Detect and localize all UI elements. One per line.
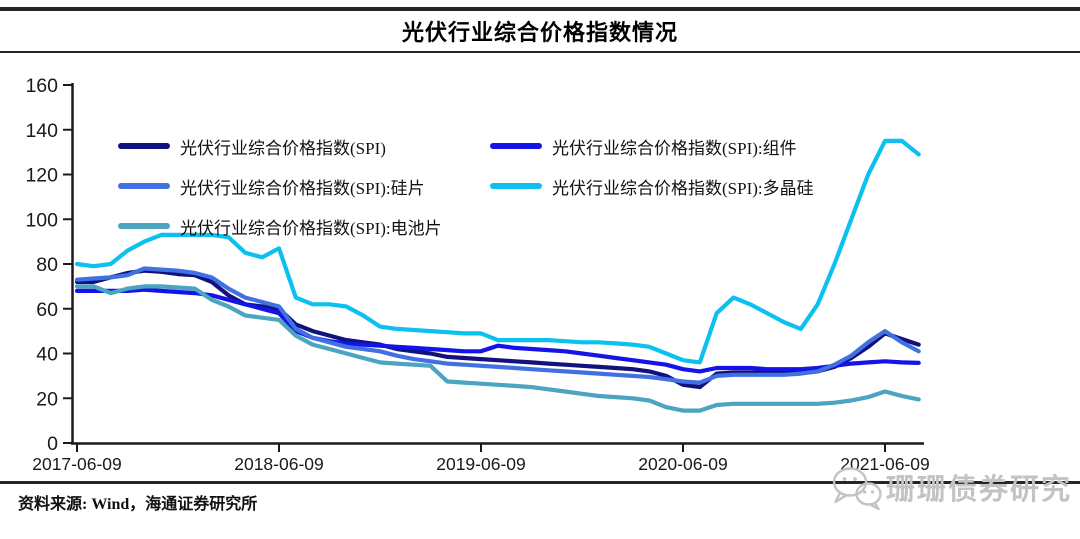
source-note: 资料来源: Wind，海通证券研究所 bbox=[18, 496, 258, 513]
y-axis-tick-label: 0 bbox=[47, 433, 58, 455]
watermark-text: 珊珊债券研究 bbox=[886, 474, 1073, 506]
legend-label: 光伏行业综合价格指数(SPI):电池片 bbox=[180, 218, 442, 238]
legend-label: 光伏行业综合价格指数(SPI):多晶硅 bbox=[552, 178, 814, 198]
legend-item-2: 光伏行业综合价格指数(SPI):硅片 bbox=[118, 176, 490, 198]
x-axis-tick-label: 2021-06-09 bbox=[840, 454, 930, 474]
y-axis-tick-label: 140 bbox=[25, 120, 58, 142]
series-line-0 bbox=[74, 268, 921, 390]
series-line-3 bbox=[74, 138, 921, 365]
line-chart: 0 20 40 60 80 100 120 140 160 2017-06-09 2018-06-0… bbox=[25, 75, 930, 474]
series-line-1 bbox=[74, 287, 921, 374]
legend-label: 光伏行业综合价格指数(SPI):硅片 bbox=[180, 178, 425, 198]
legend-swatch bbox=[490, 143, 542, 149]
legend-item-3: 光伏行业综合价格指数(SPI):多晶硅 bbox=[490, 176, 920, 198]
legend-item-0: 光伏行业综合价格指数(SPI) bbox=[118, 136, 490, 158]
y-axis-tick-label: 100 bbox=[25, 209, 58, 231]
legend-item-1: 光伏行业综合价格指数(SPI):组件 bbox=[490, 136, 920, 158]
chart-title: 光伏行业综合价格指数情况 bbox=[401, 20, 678, 45]
y-axis-tick-label: 20 bbox=[36, 388, 58, 410]
series-line-2 bbox=[74, 266, 921, 385]
legend-swatch bbox=[490, 183, 542, 189]
series-line-4 bbox=[74, 284, 921, 413]
title-underline bbox=[0, 51, 1080, 53]
x-axis-tick-label: 2017-06-09 bbox=[32, 454, 122, 474]
y-axis-tick-label: 120 bbox=[25, 165, 58, 187]
legend-swatch bbox=[118, 143, 170, 149]
top-border-line bbox=[0, 7, 1080, 11]
x-axis-tick-label: 2020-06-09 bbox=[638, 454, 728, 474]
y-axis-tick-label: 160 bbox=[25, 75, 58, 97]
y-axis-tick-label: 40 bbox=[36, 344, 58, 366]
watermark: 珊珊债券研究 bbox=[830, 464, 1072, 510]
y-axis-tick-label: 60 bbox=[36, 299, 58, 321]
x-axis-tick-label: 2019-06-09 bbox=[436, 454, 526, 474]
y-axis-tick-label: 80 bbox=[36, 254, 58, 276]
x-axis-tick-label: 2018-06-09 bbox=[234, 454, 324, 474]
chart-area: 0 20 40 60 80 100 120 140 160 2017-06-09 2018-06-0… bbox=[0, 60, 1080, 485]
legend-item-4: 光伏行业综合价格指数(SPI):电池片 bbox=[118, 216, 490, 238]
chart-legend: 光伏行业综合价格指数(SPI) 光伏行业综合价格指数(SPI):组件 光伏行业综合价… bbox=[118, 136, 920, 238]
wechat-icon bbox=[832, 467, 882, 510]
legend-swatch bbox=[118, 223, 170, 229]
legend-swatch bbox=[118, 183, 170, 189]
bottom-border-line bbox=[0, 481, 1080, 484]
legend-label: 光伏行业综合价格指数(SPI):组件 bbox=[552, 138, 797, 158]
legend-label: 光伏行业综合价格指数(SPI) bbox=[180, 138, 386, 158]
